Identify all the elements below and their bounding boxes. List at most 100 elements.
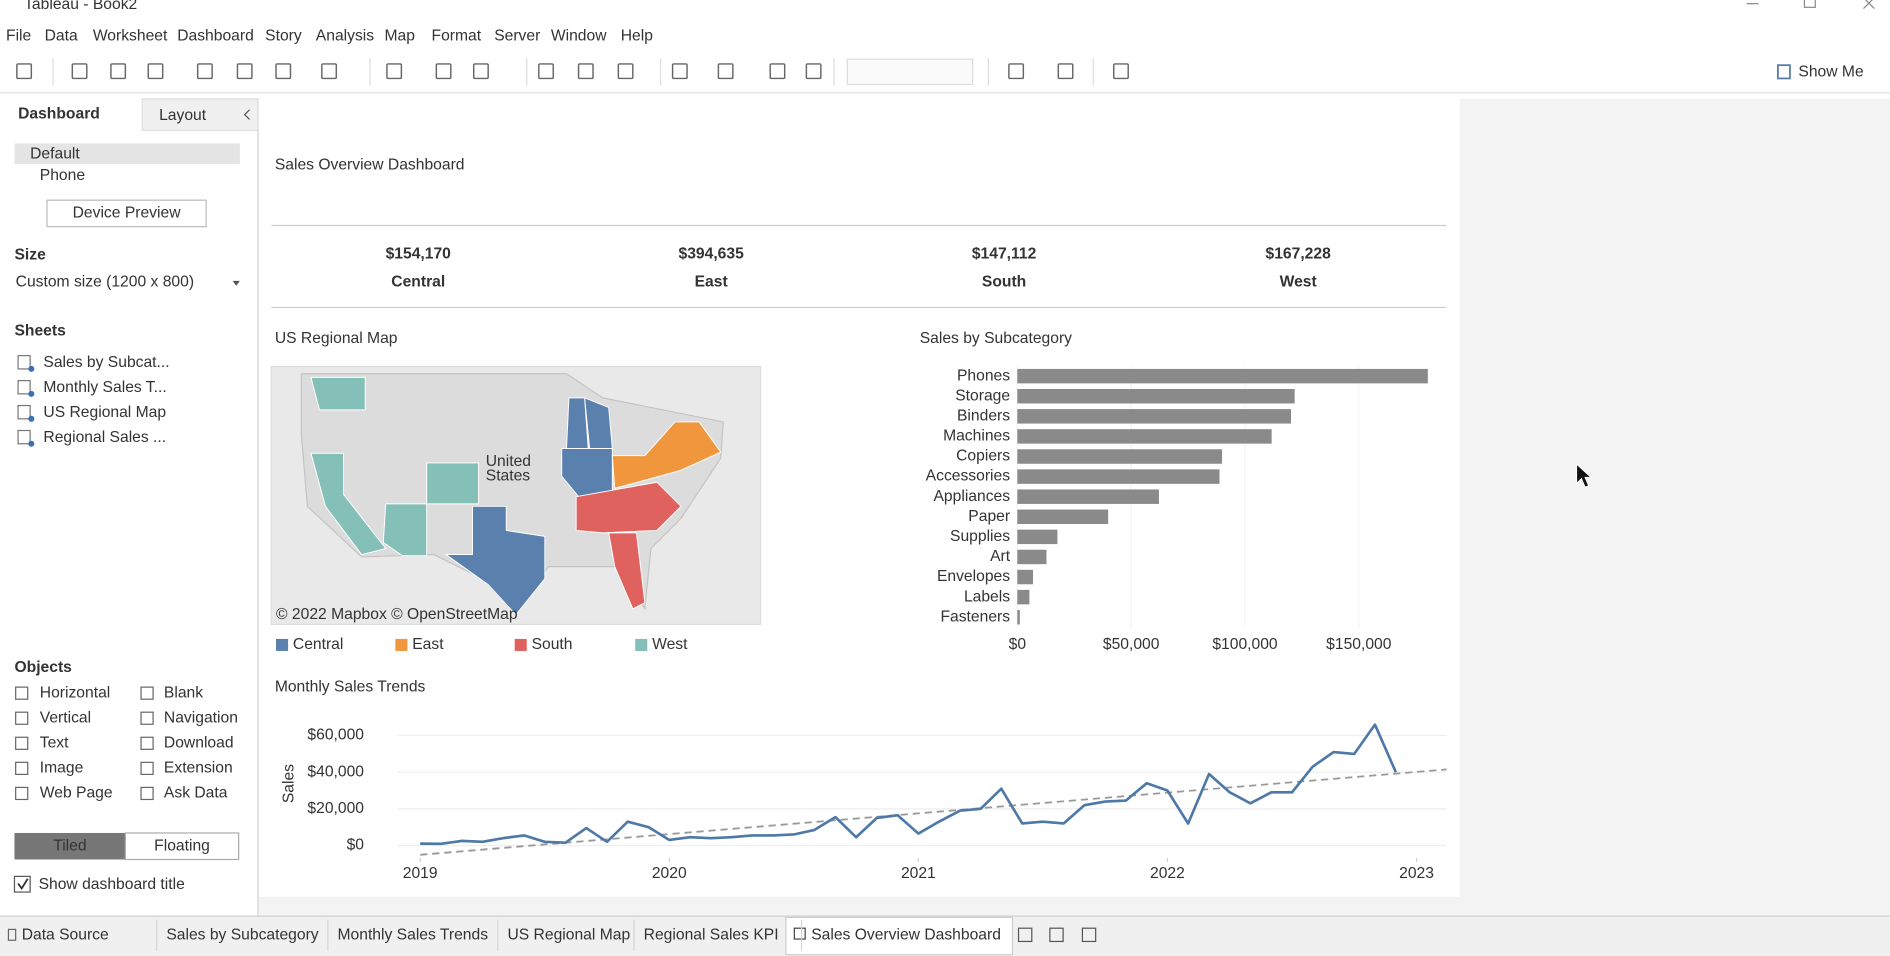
sheet-tab[interactable]: Monthly Sales Trends — [338, 927, 489, 944]
menu-item[interactable]: Window — [551, 27, 607, 44]
sheet-tab[interactable]: Sales by Subcategory — [166, 927, 318, 944]
toolbar-icon[interactable] — [386, 63, 403, 80]
toolbar-icon[interactable] — [110, 63, 127, 80]
device-preview-label[interactable]: Device Preview — [73, 205, 182, 222]
kpi-label: West — [1280, 273, 1318, 290]
object-item[interactable]: Horizontal — [40, 684, 110, 701]
toolbar-icon[interactable] — [472, 63, 489, 80]
menu-item[interactable]: Dashboard — [177, 27, 254, 44]
toolbar-icon[interactable] — [16, 63, 33, 80]
bar — [1017, 389, 1295, 404]
object-icon — [140, 761, 154, 776]
floating-btn[interactable] — [124, 832, 240, 861]
sheet-tab[interactable]: Data Source — [22, 927, 109, 944]
tiled-label[interactable]: Tiled — [53, 837, 86, 854]
x-tick-label: $150,000 — [1326, 636, 1392, 653]
object-item[interactable]: Image — [40, 760, 84, 777]
bar — [1017, 469, 1220, 484]
new-sheet-btn[interactable] — [1049, 927, 1064, 943]
toolbar-icon[interactable] — [435, 63, 452, 80]
close-btn[interactable] — [1863, 0, 1875, 9]
maximize-btn[interactable] — [1803, 0, 1816, 8]
y-tick-label: Copiers — [956, 448, 1010, 465]
object-item[interactable]: Vertical — [40, 709, 91, 726]
menu-item[interactable]: Format — [432, 27, 482, 44]
section-heading: Size — [14, 247, 46, 264]
toolbar-icon[interactable] — [805, 63, 822, 80]
bar — [1017, 529, 1058, 545]
sheet-item[interactable]: US Regional Map — [43, 404, 166, 421]
sheet-item[interactable]: Regional Sales ... — [43, 429, 166, 446]
collapse-icon[interactable] — [243, 109, 250, 120]
object-item[interactable]: Text — [40, 734, 69, 751]
show-title-checkbox[interactable] — [13, 875, 31, 893]
object-icon — [140, 736, 154, 750]
map-label: United — [486, 453, 531, 470]
legend-label[interactable]: South — [532, 636, 573, 653]
menu-item[interactable]: Server — [494, 27, 540, 44]
toolbar-icon[interactable] — [617, 63, 634, 80]
object-icon — [140, 786, 154, 801]
floating-label[interactable]: Floating — [154, 837, 210, 854]
new-sheet-btn[interactable] — [1017, 927, 1033, 943]
toolbar-icon[interactable] — [1008, 63, 1025, 80]
sheet-tab[interactable]: Sales Overview Dashboard — [811, 927, 1001, 944]
menu-item[interactable]: Worksheet — [93, 27, 168, 44]
size-select[interactable]: Custom size (1200 x 800) — [16, 273, 194, 290]
object-item[interactable]: Ask Data — [164, 785, 228, 802]
toolbar-icon[interactable] — [275, 63, 292, 80]
y-tick-label: Labels — [964, 588, 1010, 605]
device-preview-btn[interactable] — [46, 199, 207, 228]
toolbar-icon[interactable] — [1113, 63, 1129, 80]
show-me-button[interactable]: Show Me — [1798, 64, 1864, 81]
sidebar-tab[interactable]: Layout — [159, 107, 207, 124]
sidebar-tab[interactable]: Dashboard — [18, 106, 100, 123]
sheet-item[interactable]: Monthly Sales T... — [43, 379, 166, 396]
y-tick-label: $40,000 — [307, 763, 364, 780]
menu-item[interactable]: Data — [45, 27, 78, 44]
toolbar-dropdown[interactable] — [846, 58, 974, 86]
device-item[interactable]: Default — [30, 146, 80, 163]
menu-item[interactable]: File — [6, 27, 32, 44]
object-item[interactable]: Download — [164, 734, 234, 751]
sheet-tab[interactable]: Regional Sales KPI — [644, 927, 779, 944]
legend-label[interactable]: East — [412, 636, 444, 653]
tiled-btn[interactable] — [14, 832, 126, 860]
y-tick-label: Appliances — [933, 488, 1010, 505]
sheet-item[interactable]: Sales by Subcat... — [43, 354, 169, 371]
toolbar-icon[interactable] — [236, 63, 253, 80]
legend-label[interactable]: West — [652, 636, 688, 653]
legend-swatch — [276, 638, 289, 651]
y-tick-label: $60,000 — [307, 727, 364, 744]
new-sheet-btn[interactable] — [1081, 927, 1097, 943]
sheet-icon-dot — [28, 440, 35, 447]
toolbar-icon[interactable] — [671, 63, 688, 80]
sheet-tab[interactable]: US Regional Map — [507, 927, 630, 944]
menu-item[interactable]: Story — [265, 27, 302, 44]
legend-label[interactable]: Central — [293, 636, 343, 653]
mouse-cursor — [1576, 463, 1593, 488]
toolbar-icon[interactable] — [1057, 63, 1074, 80]
object-item[interactable]: Extension — [164, 760, 233, 777]
toolbar-icon[interactable] — [538, 63, 554, 80]
toolbar-icon[interactable] — [577, 63, 594, 80]
show-title-label[interactable]: Show dashboard title — [39, 876, 186, 893]
object-item[interactable]: Navigation — [164, 709, 238, 726]
toolbar-icon[interactable] — [321, 63, 338, 80]
menu-item[interactable]: Map — [385, 27, 416, 44]
menu-item[interactable]: Help — [621, 27, 653, 44]
object-item[interactable]: Blank — [164, 684, 203, 701]
active-tab-bg — [785, 916, 1014, 956]
toolbar-icon[interactable] — [717, 63, 734, 80]
object-item[interactable]: Web Page — [40, 785, 113, 802]
menu-item[interactable]: Analysis — [316, 27, 374, 44]
bar — [1017, 429, 1272, 444]
legend-swatch — [514, 638, 527, 651]
toolbar-icon[interactable] — [147, 63, 164, 80]
toolbar-icon[interactable] — [71, 63, 88, 80]
device-item[interactable]: Phone — [40, 167, 86, 184]
toolbar-icon[interactable] — [196, 63, 213, 80]
kpi-value: $394,635 — [679, 246, 745, 263]
toolbar-icon[interactable] — [769, 63, 786, 80]
